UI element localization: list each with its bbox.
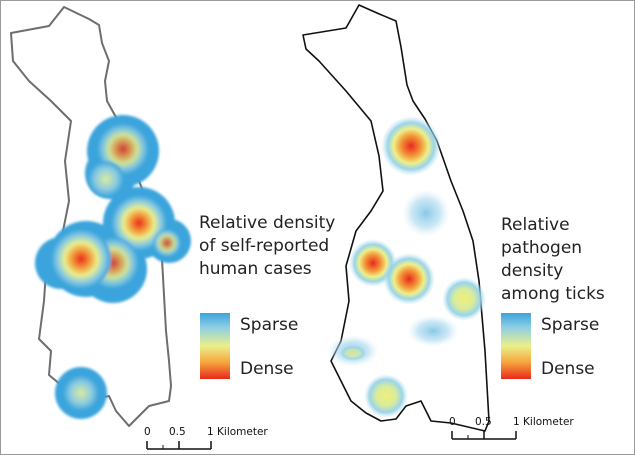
left-legend-color-ramp <box>200 313 230 379</box>
right-scale-bar: 0 0.5 1 Kilometer <box>449 416 574 440</box>
right-hotspots <box>327 116 486 418</box>
right-hotspot-east <box>442 277 486 321</box>
left-legend-title-line-1: Relative density <box>199 213 336 233</box>
left-legend-dense-label: Dense <box>240 359 294 379</box>
right-hotspot-center <box>383 253 435 305</box>
left-scale-label-1km: 1 Kilometer <box>207 426 268 438</box>
left-region-outline <box>10 6 172 427</box>
left-scale-label-half: 0.5 <box>169 426 186 438</box>
right-legend-title-line-2: pathogen density <box>501 238 583 281</box>
left-legend-sparse-label: Sparse <box>240 315 299 335</box>
right-legend-title-line-1: Relative <box>501 215 570 235</box>
left-scale-label-0: 0 <box>144 426 151 438</box>
right-legend-color-ramp <box>501 313 531 379</box>
right-legend-dense-label: Dense <box>541 359 595 379</box>
right-legend-title: Relative pathogen density among ticks <box>501 214 634 306</box>
left-legend-title-line-2: of self-reported <box>199 236 330 256</box>
right-scale-label-1km: 1 Kilometer <box>513 416 574 428</box>
right-legend-title-line-3: among ticks <box>501 284 605 304</box>
left-legend-title: Relative density of self-reported human … <box>199 212 335 281</box>
right-scale-label-half: 0.5 <box>475 416 492 428</box>
right-hotspot-north <box>381 116 441 176</box>
right-hotspot-south <box>364 374 408 418</box>
right-legend-sparse-label: Sparse <box>541 315 600 335</box>
right-region-outline <box>302 4 490 432</box>
left-scale-bar: 0 0.5 1 Kilometer <box>144 426 268 450</box>
left-legend-title-line-3: human cases <box>199 259 312 279</box>
right-scale-label-0: 0 <box>449 416 456 428</box>
